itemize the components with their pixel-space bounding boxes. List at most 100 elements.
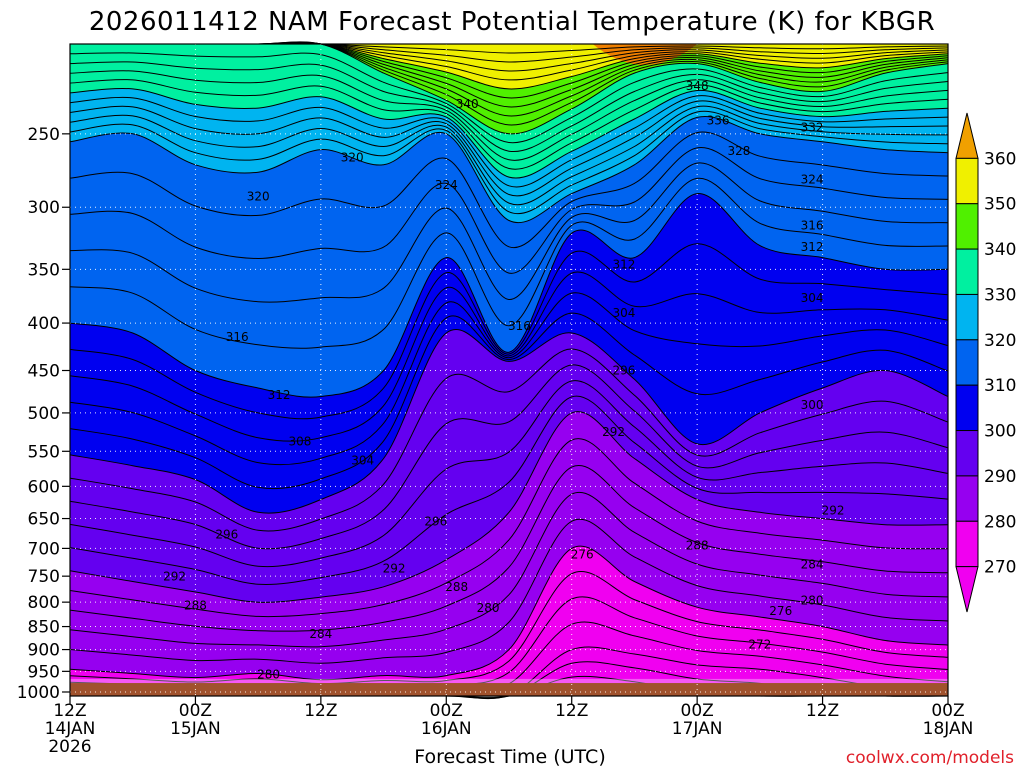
isentrope-334 xyxy=(69,70,949,161)
contour-label: 296 xyxy=(424,515,447,529)
isentrope-318 xyxy=(69,131,949,249)
isentrope-310 xyxy=(69,193,949,398)
legend-swatch-270 xyxy=(955,520,979,568)
legend-swatch-290 xyxy=(955,430,979,477)
isentrope-312 xyxy=(69,177,949,349)
isentrope-284 xyxy=(69,491,949,648)
legend-label: 340 xyxy=(984,240,1016,260)
x-tick-label: 17JAN xyxy=(672,719,723,739)
x-tick-label: 00Z xyxy=(430,701,463,721)
x-tick-label: 12Z xyxy=(555,701,588,721)
contour-label: 296 xyxy=(215,527,238,541)
legend-swatch-330 xyxy=(955,248,979,295)
legend-label: 330 xyxy=(984,285,1016,305)
contour-label: 324 xyxy=(801,172,824,186)
grid-layer xyxy=(70,44,948,696)
isentrope-304 xyxy=(69,292,949,466)
x-tick-label: 15JAN xyxy=(170,719,221,739)
legend-label: 290 xyxy=(984,467,1016,487)
legend-label: 320 xyxy=(984,331,1016,351)
isentrope-298 xyxy=(69,348,949,532)
legend-label: 300 xyxy=(984,422,1016,442)
contour-label: 304 xyxy=(351,454,374,468)
contour-label: 284 xyxy=(801,558,824,572)
isentrope-290 xyxy=(69,411,949,603)
contour-label: 304 xyxy=(613,306,636,320)
isentrope-294 xyxy=(69,380,949,568)
color-legend: 270 280 290 300 310 320 330 340 350 360 xyxy=(955,112,1016,613)
contour-label: 276 xyxy=(769,604,792,618)
contour-label: 308 xyxy=(288,435,311,449)
legend-swatch-310 xyxy=(955,339,979,386)
contour-label: 348 xyxy=(686,79,709,93)
contour-label: 280 xyxy=(477,601,500,615)
legend-swatch-280 xyxy=(955,475,979,522)
isentrope-332 xyxy=(69,79,949,170)
isentrope-338 xyxy=(69,52,949,144)
contour-label: 316 xyxy=(801,219,824,233)
contour-label: 324 xyxy=(435,178,458,192)
y-tick-label: 700 xyxy=(28,539,60,559)
credit-text: coolwx.com/models xyxy=(846,748,1014,768)
contour-label: 292 xyxy=(822,503,845,517)
contour-label: 292 xyxy=(163,570,186,584)
x-tick-label: 14JAN xyxy=(45,719,96,739)
contour-label: 320 xyxy=(341,150,364,164)
y-tick-label: 500 xyxy=(28,404,60,424)
y-tick-label: 800 xyxy=(28,593,60,613)
contour-label: 280 xyxy=(801,594,824,608)
legend-label: 270 xyxy=(984,558,1016,578)
ground-fill xyxy=(70,683,948,696)
contour-label: 332 xyxy=(801,120,824,134)
contour-label: 312 xyxy=(268,388,291,402)
contour-label: 272 xyxy=(748,638,771,652)
contour-label: 320 xyxy=(247,189,270,203)
ground-edge xyxy=(70,678,948,684)
isentrope-280 xyxy=(69,545,949,681)
chart-title: 2026011412 NAM Forecast Potential Temper… xyxy=(89,7,935,37)
contour-label: 280 xyxy=(257,668,280,682)
legend-label: 310 xyxy=(984,376,1016,396)
y-tick-label: 950 xyxy=(28,662,60,682)
isentrope-314 xyxy=(69,162,949,303)
contour-label: 292 xyxy=(383,562,406,576)
y-tick-label: 300 xyxy=(28,198,60,218)
y-tick-label: 600 xyxy=(28,477,60,497)
legend-arrow-top xyxy=(955,112,979,159)
legend-label: 360 xyxy=(984,149,1016,169)
isentrope-278 xyxy=(69,571,949,685)
x-tick-label: 12Z xyxy=(53,701,86,721)
contour-label-layer: 348 340 336 332 328 320 324 324 320 316 312 312 304 3… xyxy=(163,79,844,682)
y-tick-label: 250 xyxy=(28,125,60,145)
legend-label: 280 xyxy=(984,512,1016,532)
isentrope-316 xyxy=(69,147,949,274)
y-tick-label: 900 xyxy=(28,641,60,661)
legend-arrow-bottom xyxy=(955,566,979,613)
isentrope-320 xyxy=(69,115,949,223)
band-350 xyxy=(70,42,948,89)
isentrope-326 xyxy=(69,100,949,197)
isentrope-282 xyxy=(69,518,949,664)
contour-label: 316 xyxy=(508,319,531,333)
legend-swatch-320 xyxy=(955,293,979,341)
isentrope-336 xyxy=(69,61,949,152)
isentrope-288 xyxy=(69,438,949,618)
contour-label: 296 xyxy=(613,363,636,377)
x-tick-label: 12Z xyxy=(806,701,839,721)
contour-label: 288 xyxy=(686,539,709,553)
contour-label: 288 xyxy=(184,599,207,613)
contour-label: 300 xyxy=(801,398,824,412)
isentrope-300 xyxy=(69,329,949,514)
x-tick-label: 12Z xyxy=(304,701,337,721)
contour-label: 288 xyxy=(445,580,468,594)
x-tick-label: 00Z xyxy=(179,701,212,721)
y-tick-label: 450 xyxy=(28,361,60,381)
y-tick-label: 850 xyxy=(28,618,60,638)
contour-label: 312 xyxy=(801,240,824,254)
isentrope-286 xyxy=(69,464,949,632)
y-tick-label: 550 xyxy=(28,442,60,462)
isentrope-324 xyxy=(69,105,949,206)
x-tick-label: 18JAN xyxy=(923,719,974,739)
